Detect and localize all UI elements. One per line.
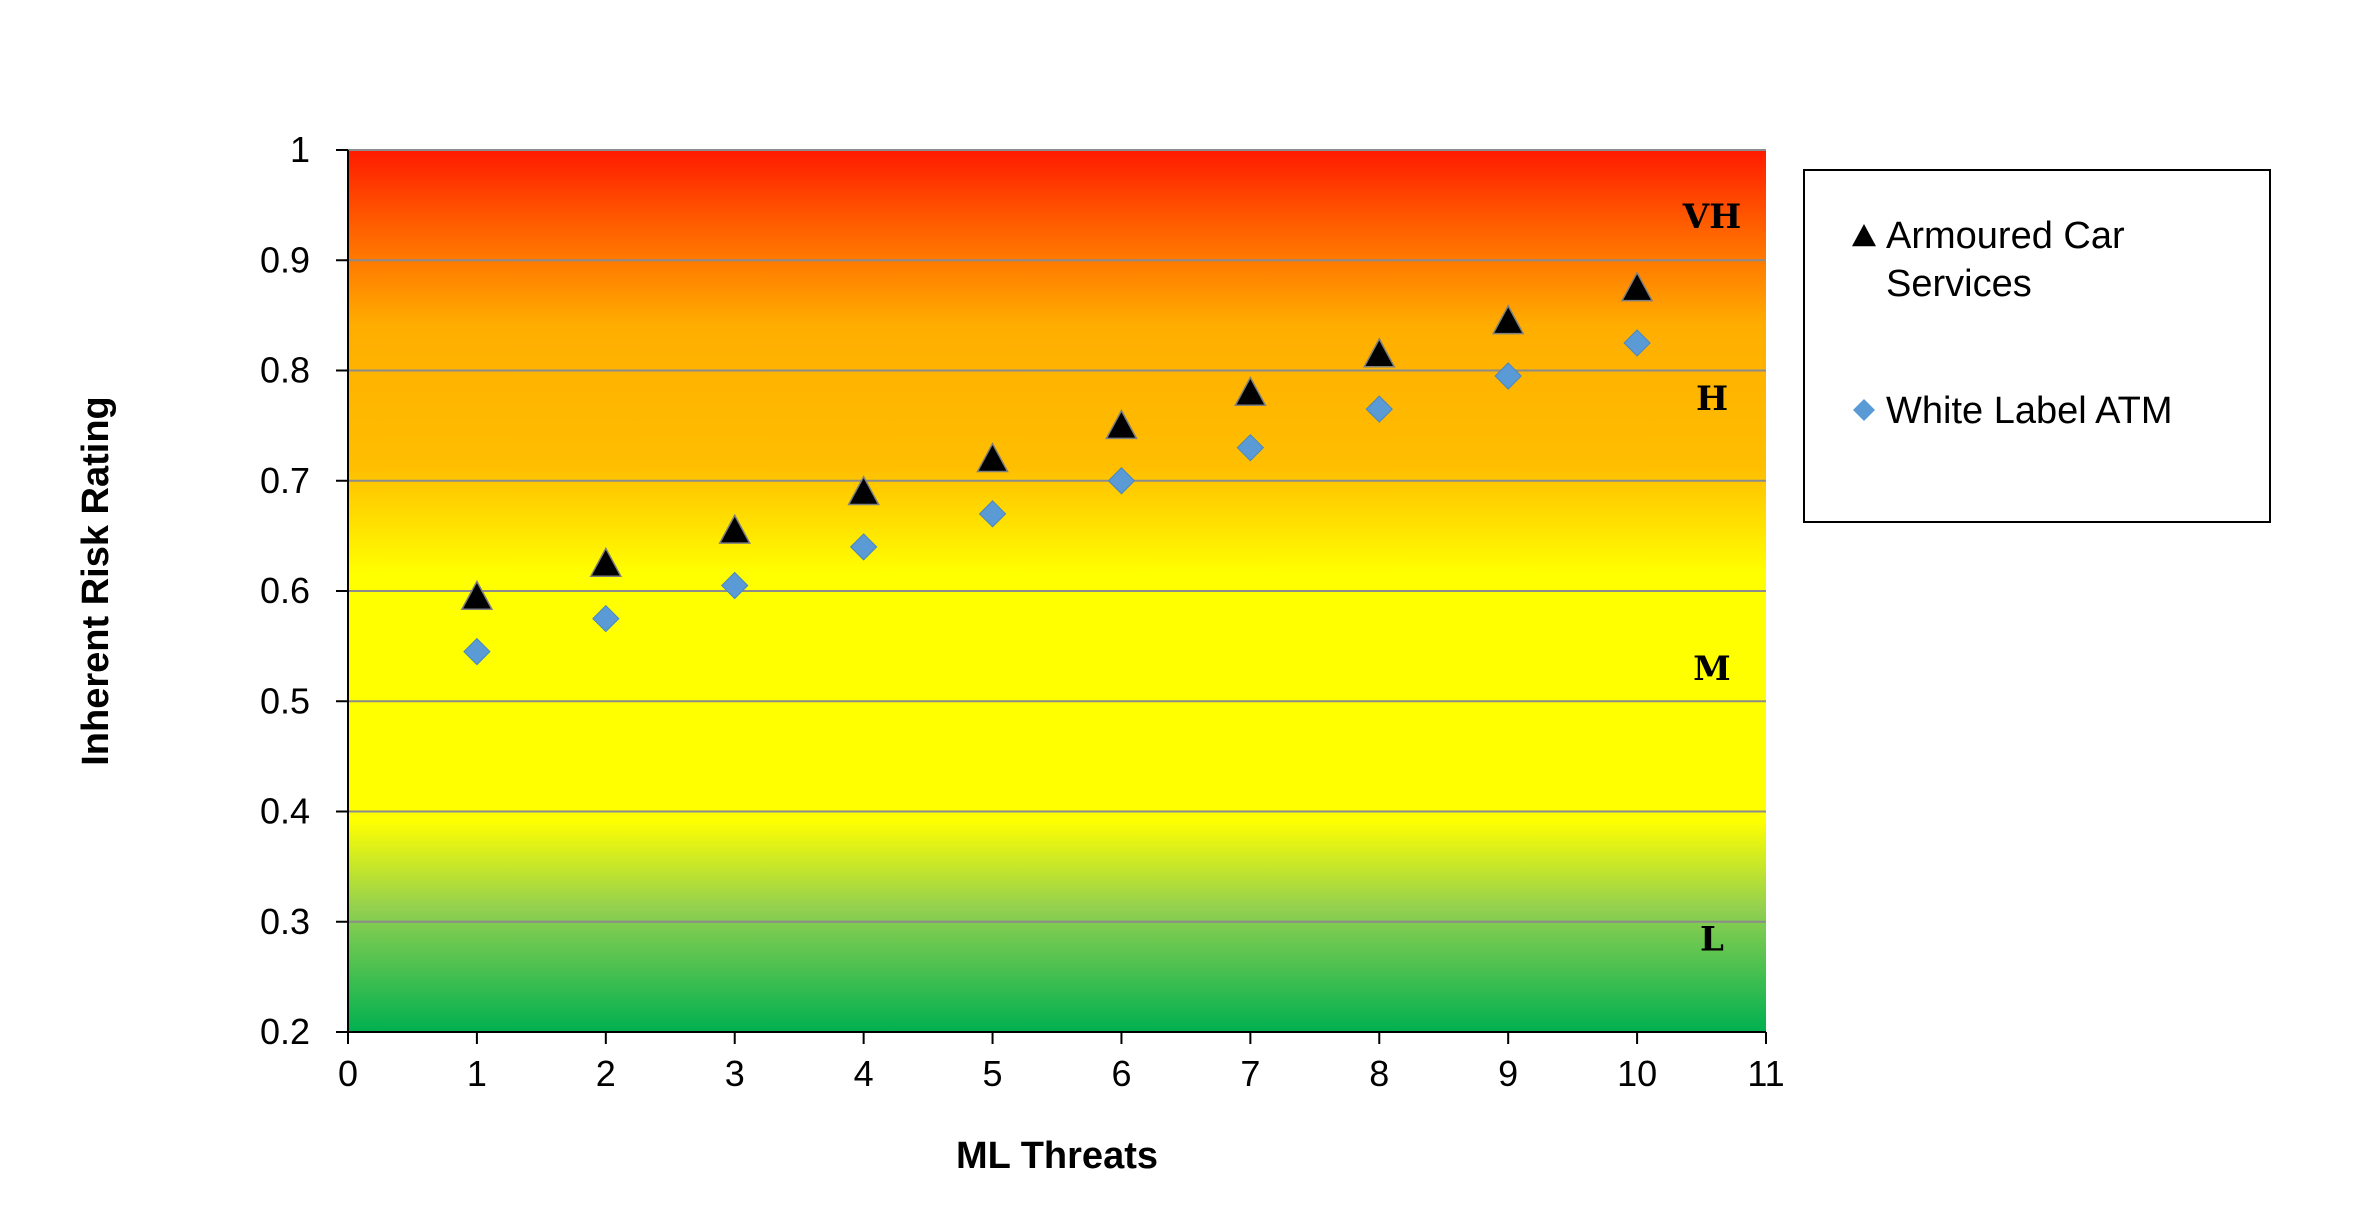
x-tick-label: 1 [467,1053,487,1094]
white-label-atm-point [592,604,620,633]
x-tick-label: 6 [1111,1053,1131,1094]
x-axis-title: ML Threats [956,1135,1158,1177]
legend-entry: White Label ATM [1853,390,2173,432]
legend-label: White Label ATM [1886,390,2173,432]
data-points [460,271,1654,666]
legend-box [1803,169,2271,523]
legend-entry: Armoured Car Services [1852,215,2125,305]
armoured-car-point [1363,337,1396,368]
x-tick-label: 7 [1240,1053,1260,1094]
x-tick-label: 4 [854,1053,874,1094]
armoured-car-point [1105,409,1138,440]
white-label-atm-point [1107,467,1136,495]
y-tick-label: 0.2 [260,1011,310,1052]
legend-diamond-icon [1853,399,1875,421]
armoured-car-point [1620,271,1654,302]
y-tick-label: 0.5 [260,680,310,721]
armoured-car-point [460,579,494,611]
white-label-atm-point [978,500,1007,528]
y-tick-label: 0.4 [260,791,310,832]
white-label-atm-point [463,637,491,666]
zone-label-vh: VH [1682,197,1742,237]
x-tick-label: 10 [1617,1053,1657,1094]
white-label-atm-point [721,571,749,600]
x-tick-label: 9 [1498,1053,1518,1094]
y-axis-title: Inherent Risk Rating [75,396,117,766]
y-tick-label: 0.3 [260,901,310,942]
legend: Armoured Car Services White Label ATM [1803,169,2271,523]
zone-label-m: M [1693,649,1731,689]
zone-label-l: L [1700,919,1724,959]
x-tick-label: 2 [596,1053,616,1094]
white-label-atm-point [1365,395,1393,423]
armoured-car-point [847,475,880,506]
armoured-car-point [589,546,623,577]
x-tick-label: 11 [1747,1053,1784,1094]
plot-area: VH H M L [348,149,1766,1032]
x-tick-label: 3 [725,1053,745,1094]
white-label-atm-point [1236,433,1265,462]
legend-triangle-icon [1852,224,1876,247]
armoured-car-point [1491,304,1525,335]
x-tick-label: 8 [1369,1053,1389,1094]
y-tick-label: 0.9 [260,239,310,280]
y-tick-label: 0.6 [260,570,310,611]
white-label-atm-point [1623,329,1651,357]
gridlines [348,149,1766,923]
legend-label: Armoured Car [1886,215,2125,257]
zone-label-h: H [1696,379,1728,419]
white-label-atm-point [1494,362,1522,390]
legend-label: Services [1886,263,2032,305]
y-tick-label: 0.8 [260,350,310,391]
axes: 0.20.30.40.50.60.70.80.910 1 2 3 4 5 6 7 8 9 10 11 [260,129,1785,1094]
x-tick-label: 0 [338,1053,358,1094]
y-tick-label: 0.7 [260,460,310,501]
y-tick-label: 1 [290,129,310,170]
armoured-car-point [1234,375,1267,407]
x-tick-label: 5 [983,1053,1003,1094]
armoured-car-point [976,442,1009,473]
armoured-car-point [718,513,751,544]
white-label-atm-point [849,533,878,561]
risk-zone-labels: VH H M L [1682,197,1742,959]
